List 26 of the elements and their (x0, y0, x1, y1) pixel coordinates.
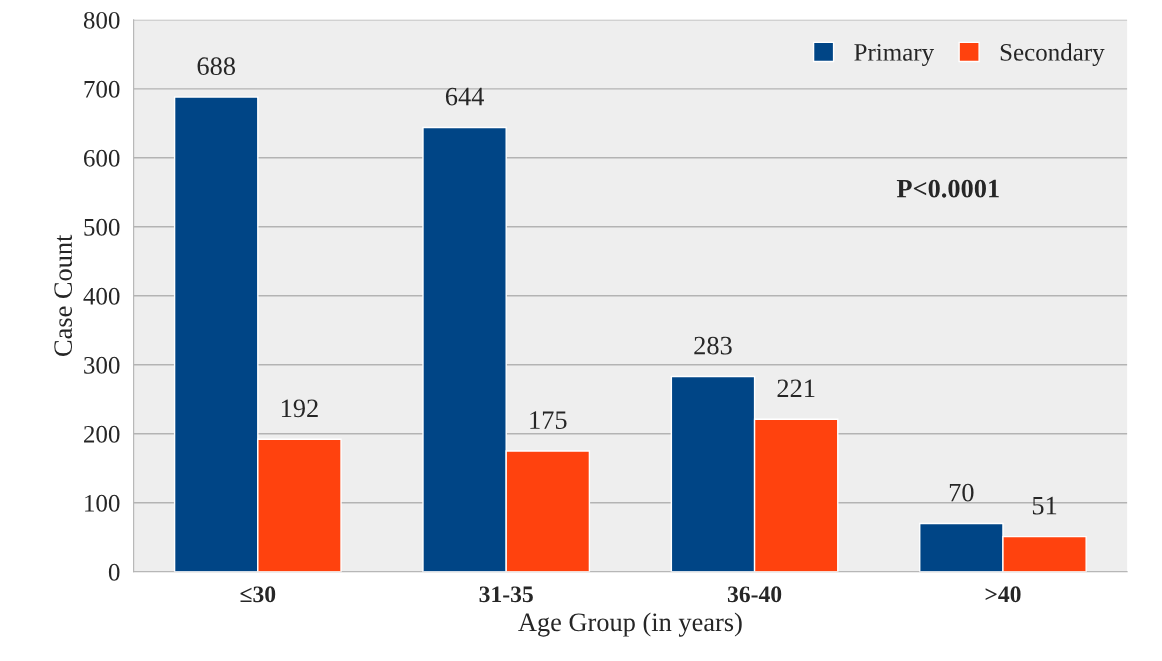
y-tick-label: 200 (84, 425, 120, 443)
x-tick-label: >40 (985, 586, 1021, 603)
y-tick-label: 0 (108, 563, 120, 581)
y-axis-title: Case Count (54, 234, 73, 356)
data-label: 51 (1032, 496, 1057, 515)
y-tick-label: 400 (83, 287, 120, 305)
x-tick-label: 31-35 (479, 586, 533, 603)
legend-label: Secondary (1000, 43, 1105, 66)
y-tick-label: 700 (84, 80, 120, 98)
legend-label: Primary (854, 44, 935, 66)
y-tick-label: 500 (84, 218, 120, 236)
x-tick-label: ≤30 (240, 586, 276, 603)
data-label: 688 (197, 57, 235, 76)
y-tick-label: 100 (85, 494, 120, 512)
data-label: 283 (694, 336, 732, 355)
data-label: 192 (281, 399, 318, 418)
y-tick-label: 600 (84, 149, 120, 167)
data-label: 175 (530, 411, 567, 429)
data-label: 70 (949, 483, 974, 502)
x-axis-title: Age Group (in years) (518, 612, 742, 637)
data-label: 644 (445, 87, 484, 106)
x-tick-label: 36-40 (727, 586, 782, 603)
annotation: P<0.0001 (896, 179, 999, 198)
data-label: 221 (777, 379, 815, 398)
y-tick-label: 800 (83, 11, 120, 29)
y-tick-label: 300 (84, 356, 120, 374)
